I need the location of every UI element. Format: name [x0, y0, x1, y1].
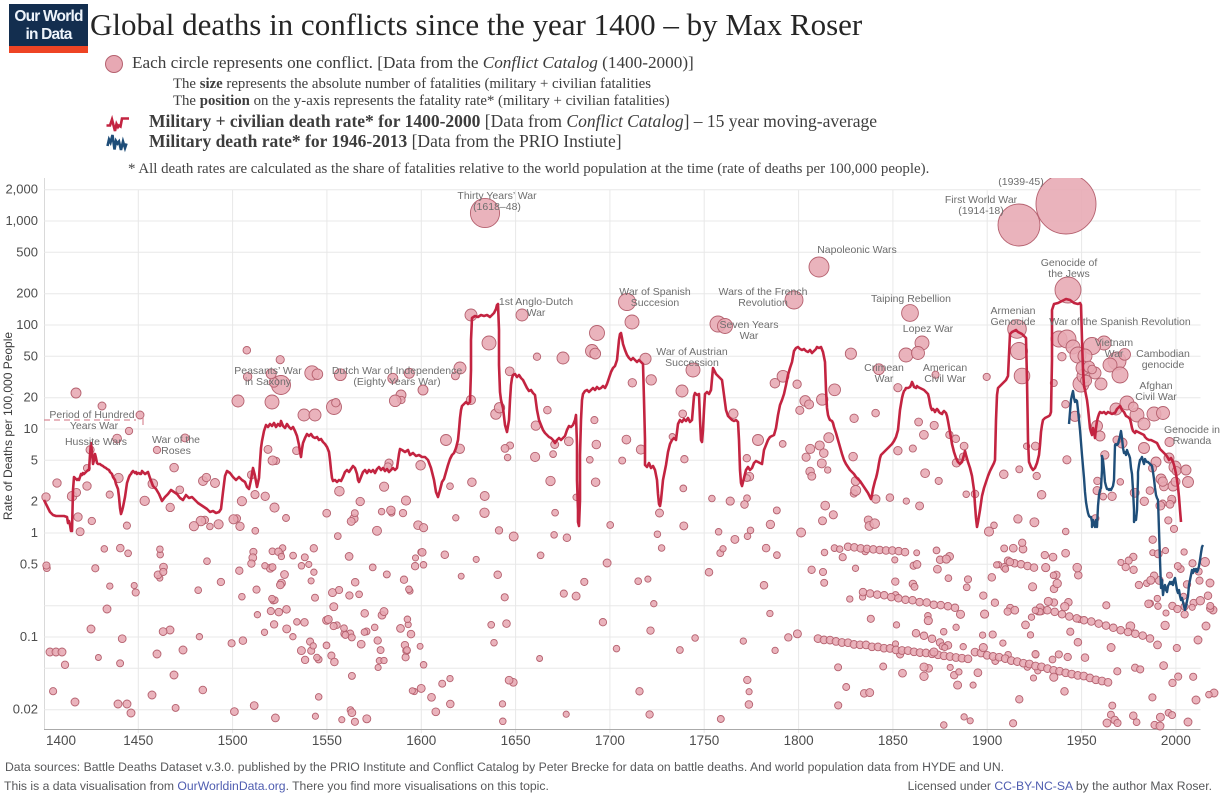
svg-text:War of Austrian: War of Austrian — [656, 346, 728, 358]
svg-text:2000: 2000 — [1161, 733, 1191, 748]
svg-text:1900: 1900 — [972, 733, 1002, 748]
svg-text:War of the: War of the — [152, 434, 200, 446]
svg-text:2: 2 — [31, 494, 38, 509]
svg-text:Peasants’ War: Peasants’ War — [234, 365, 302, 377]
svg-text:Vietnam: Vietnam — [1095, 337, 1134, 349]
svg-text:Succesion: Succesion — [631, 297, 680, 309]
svg-text:50: 50 — [24, 348, 38, 363]
svg-text:Civil War: Civil War — [924, 373, 966, 385]
svg-text:Taiping Rebellion: Taiping Rebellion — [871, 293, 951, 305]
svg-text:(1939-45): (1939-45) — [998, 178, 1044, 188]
svg-text:0.5: 0.5 — [20, 556, 38, 571]
svg-text:Genocide of: Genocide of — [1041, 257, 1098, 269]
svg-text:Afghan: Afghan — [1139, 380, 1172, 392]
svg-text:Crimean: Crimean — [864, 362, 904, 374]
svg-text:1: 1 — [31, 525, 38, 540]
svg-text:genocide: genocide — [1142, 359, 1185, 371]
svg-text:1700: 1700 — [595, 733, 625, 748]
svg-text:1400: 1400 — [46, 733, 76, 748]
svg-text:1550: 1550 — [312, 733, 342, 748]
svg-text:War of Spanish: War of Spanish — [619, 286, 691, 298]
svg-text:(1914-18): (1914-18) — [958, 205, 1004, 217]
svg-text:Hussite Wars: Hussite Wars — [65, 436, 127, 448]
svg-text:1st Anglo-Dutch: 1st Anglo-Dutch — [499, 296, 573, 308]
svg-text:Succession: Succession — [665, 357, 719, 369]
svg-text:Wars of the French: Wars of the French — [719, 286, 808, 298]
svg-text:Cambodian: Cambodian — [1136, 348, 1190, 360]
svg-text:Roses: Roses — [161, 445, 191, 457]
svg-text:1650: 1650 — [501, 733, 531, 748]
svg-text:in Saxony: in Saxony — [245, 376, 292, 388]
svg-text:the Jews: the Jews — [1048, 268, 1089, 280]
svg-text:100: 100 — [16, 317, 38, 332]
svg-text:1800: 1800 — [784, 733, 814, 748]
svg-text:Rate of Deaths per 100,000 Peo: Rate of Deaths per 100,000 People — [1, 332, 15, 520]
svg-text:American: American — [923, 362, 968, 374]
svg-text:1500: 1500 — [218, 733, 248, 748]
svg-text:Years War: Years War — [70, 420, 119, 432]
svg-text:2,000: 2,000 — [5, 182, 38, 197]
svg-text:War: War — [875, 373, 894, 385]
svg-text:Thirty Years’ War: Thirty Years’ War — [457, 190, 537, 202]
svg-text:Period of Hundred: Period of Hundred — [49, 409, 134, 421]
svg-text:First World War: First World War — [945, 194, 1018, 206]
svg-text:Rwanda: Rwanda — [1173, 435, 1212, 447]
svg-text:Genocide in: Genocide in — [1164, 424, 1220, 436]
svg-text:1600: 1600 — [406, 733, 436, 748]
svg-text:0.02: 0.02 — [13, 702, 38, 717]
svg-text:5: 5 — [31, 452, 38, 467]
svg-text:1,000: 1,000 — [5, 213, 38, 228]
svg-text:Revolution: Revolution — [738, 297, 788, 309]
svg-text:Genocide: Genocide — [991, 316, 1036, 328]
svg-text:1750: 1750 — [689, 733, 719, 748]
svg-text:20: 20 — [24, 390, 38, 405]
svg-text:Lopez War: Lopez War — [903, 323, 954, 335]
svg-text:War: War — [1105, 348, 1124, 360]
svg-text:1950: 1950 — [1067, 733, 1097, 748]
svg-text:1850: 1850 — [878, 733, 908, 748]
svg-text:Civil War: Civil War — [1135, 391, 1177, 403]
svg-text:War: War — [527, 307, 546, 319]
svg-text:10: 10 — [24, 421, 38, 436]
svg-text:Armenian: Armenian — [991, 305, 1036, 317]
svg-text:0.1: 0.1 — [20, 629, 38, 644]
svg-text:(Eighty Years War): (Eighty Years War) — [353, 376, 440, 388]
svg-text:500: 500 — [16, 244, 38, 259]
svg-text:200: 200 — [16, 286, 38, 301]
svg-text:Seven Years: Seven Years — [720, 319, 779, 331]
svg-text:(1618–48): (1618–48) — [473, 201, 521, 213]
svg-text:Napoleonic Wars: Napoleonic Wars — [817, 244, 897, 256]
svg-text:War of the Spanish Revolution: War of the Spanish Revolution — [1049, 316, 1191, 328]
svg-text:Dutch War of Independence: Dutch War of Independence — [332, 365, 463, 377]
svg-text:War: War — [740, 330, 759, 342]
svg-text:1450: 1450 — [123, 733, 153, 748]
